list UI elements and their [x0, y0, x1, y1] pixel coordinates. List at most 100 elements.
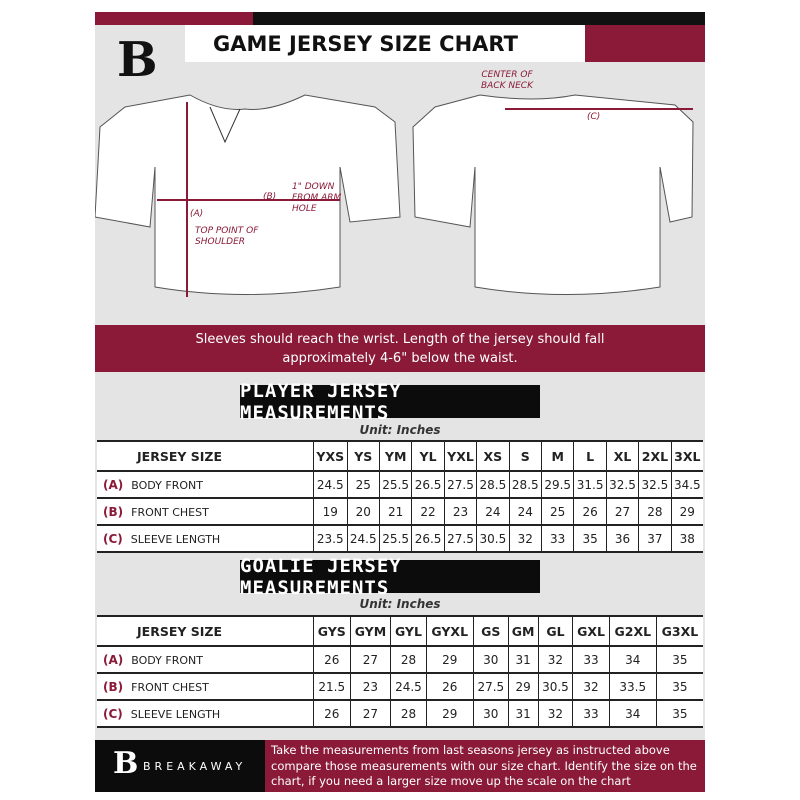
top-accent-black — [253, 12, 705, 25]
table-cell: 27 — [605, 498, 639, 525]
table-cell: 23 — [443, 498, 477, 525]
table-cell: 32 — [537, 646, 573, 673]
row-name: SLEEVE LENGTH — [130, 707, 221, 721]
footer-brand-name: BREAKAWAY — [143, 760, 247, 773]
table-cell: 30 — [472, 646, 509, 673]
table-cell: 25 — [346, 471, 380, 498]
table-cell: 27 — [349, 646, 391, 673]
footer-logo: B — [113, 746, 139, 781]
table-cell: 22 — [411, 498, 445, 525]
row-label: (C) SLEEVE LENGTH — [97, 525, 314, 552]
table-cell: 28 — [390, 700, 427, 727]
table-cell: 21 — [378, 498, 412, 525]
size-header: GS — [472, 616, 509, 646]
size-header: GXL — [572, 616, 610, 646]
table-cell: 25.5 — [378, 471, 412, 498]
size-header: XS — [476, 441, 510, 471]
table-row: (C) SLEEVE LENGTH 23.5 24.5 25.5 26.5 27.5 30.5… — [97, 525, 703, 552]
size-header-row: JERSEY SIZE YXS YS YM YL YXL XS S M L XL 2XL 3XL — [97, 441, 703, 471]
table-cell: 27 — [349, 700, 391, 727]
table-cell: 37 — [638, 525, 672, 552]
row-name: BODY FRONT — [131, 653, 203, 667]
table-cell: 29.5 — [540, 471, 574, 498]
table-cell: 26.5 — [411, 471, 445, 498]
table-cell: 29 — [670, 498, 703, 525]
front-jersey — [95, 94, 401, 295]
row-key: (A) — [103, 477, 124, 492]
size-header: 3XL — [670, 441, 703, 471]
breakaway-logo: B — [117, 32, 158, 88]
table-cell: 24.5 — [390, 673, 427, 700]
table-cell: 23 — [349, 673, 391, 700]
instruction-banner: Sleeves should reach the wrist. Length o… — [95, 325, 705, 372]
table-cell: 35 — [655, 673, 703, 700]
label-b: (B) — [263, 192, 277, 202]
table-cell: 26 — [573, 498, 607, 525]
table-cell: 21.5 — [313, 673, 351, 700]
table-cell: 27.5 — [443, 525, 477, 552]
table-cell: 27.5 — [443, 471, 477, 498]
table-row: (B) FRONT CHEST 21.5 23 24.5 26 27.5 29 30.5 32 33… — [97, 673, 703, 700]
table-cell: 27.5 — [472, 673, 509, 700]
table-cell: 31 — [507, 700, 539, 727]
table-cell: 35 — [573, 525, 607, 552]
row-key: (A) — [103, 652, 124, 667]
row-name: SLEEVE LENGTH — [130, 532, 221, 546]
table-cell: 32.5 — [638, 471, 672, 498]
table-cell: 35 — [655, 646, 703, 673]
size-chart-page: B GAME JERSEY SIZE CHART (A) TOP POINT O… — [95, 12, 705, 792]
row-key: (C) — [103, 706, 123, 721]
table-row: (B) FRONT CHEST 19 20 21 22 23 24 24 25 26 27 28 29 — [97, 498, 703, 525]
player-section-title: PLAYER JERSEY MEASUREMENTS — [240, 380, 540, 424]
table-row: (A) BODY FRONT 24.5 25 25.5 26.5 27.5 28.5 28.5 2… — [97, 471, 703, 498]
table-cell: 33.5 — [608, 673, 657, 700]
size-header: XL — [605, 441, 639, 471]
jersey-diagram — [95, 94, 694, 297]
size-header: YXS — [313, 441, 348, 471]
size-header: GM — [507, 616, 539, 646]
size-header: G2XL — [608, 616, 657, 646]
size-header: GL — [537, 616, 573, 646]
table-cell: 29 — [507, 673, 539, 700]
table-cell: 29 — [425, 646, 474, 673]
table-cell: 35 — [655, 700, 703, 727]
table-cell: 33 — [572, 700, 610, 727]
size-header: YXL — [443, 441, 477, 471]
table-cell: 28 — [638, 498, 672, 525]
table-cell: 23.5 — [313, 525, 348, 552]
row-label: (B) FRONT CHEST — [97, 498, 314, 525]
table-cell: 24 — [476, 498, 510, 525]
table-cell: 30.5 — [537, 673, 573, 700]
table-cell: 28.5 — [476, 471, 510, 498]
size-header: G3XL — [655, 616, 703, 646]
row-name: FRONT CHEST — [131, 505, 209, 519]
label-a: (A) — [190, 209, 204, 219]
label-c: (C) — [587, 112, 601, 122]
size-label: JERSEY SIZE — [137, 623, 223, 639]
size-header: YM — [378, 441, 412, 471]
footer-brand: B BREAKAWAY — [95, 740, 265, 792]
player-unit: Unit: Inches — [359, 423, 441, 437]
size-header: GYL — [390, 616, 427, 646]
table-cell: 24 — [508, 498, 542, 525]
title-accent — [585, 25, 705, 62]
row-name: FRONT CHEST — [131, 680, 209, 694]
row-key: (C) — [103, 531, 123, 546]
row-key: (B) — [103, 679, 124, 694]
table-cell: 31 — [507, 646, 539, 673]
table-cell: 26 — [313, 646, 351, 673]
size-header: GYXL — [425, 616, 474, 646]
row-name: BODY FRONT — [131, 478, 203, 492]
table-cell: 26 — [313, 700, 351, 727]
table-cell: 32.5 — [605, 471, 639, 498]
table-cell: 34 — [608, 646, 657, 673]
row-label: (A) BODY FRONT — [97, 646, 314, 673]
table-cell: 25 — [540, 498, 574, 525]
size-header-row: JERSEY SIZE GYS GYM GYL GYXL GS GM GL GXL G2XL G3X… — [97, 616, 703, 646]
goalie-table: JERSEY SIZE GYS GYM GYL GYXL GS GM GL GXL G2XL G3X… — [97, 615, 703, 728]
table-cell: 26 — [425, 673, 474, 700]
table-cell: 34 — [608, 700, 657, 727]
row-key: (B) — [103, 504, 124, 519]
table-cell: 20 — [346, 498, 380, 525]
player-table: JERSEY SIZE YXS YS YM YL YXL XS S M L XL 2XL 3XL (A) B… — [97, 440, 703, 553]
